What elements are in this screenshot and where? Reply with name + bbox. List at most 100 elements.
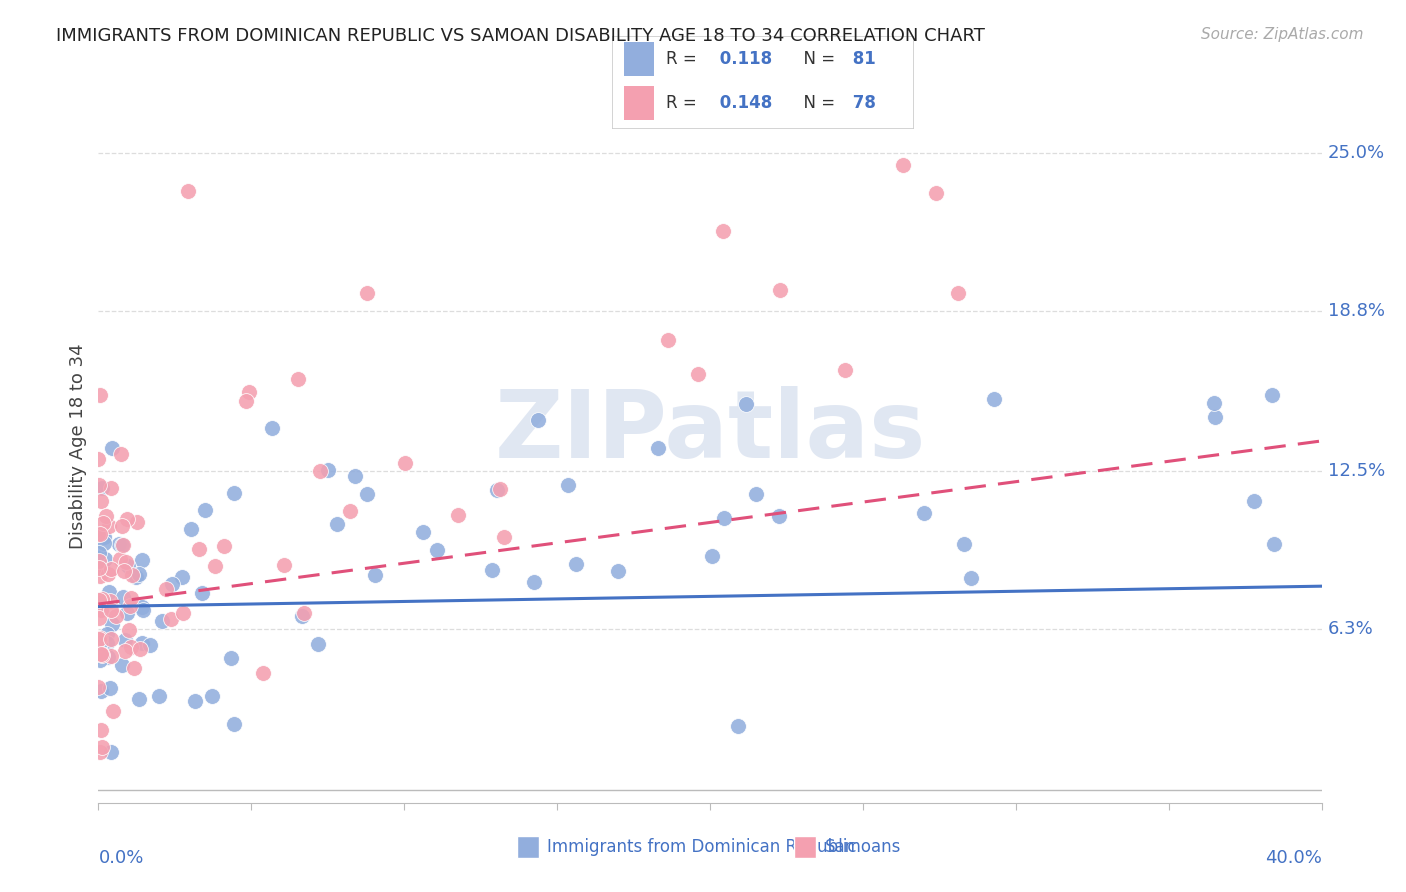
Point: [155, 582, 177, 596]
Point: [191, 585, 214, 599]
Point: [657, 334, 679, 348]
Point: [128, 567, 150, 582]
Point: [96, 627, 118, 641]
Point: [125, 515, 148, 529]
Point: [90, 494, 112, 508]
Point: [112, 590, 135, 604]
Point: [112, 564, 135, 578]
Point: [90, 603, 112, 617]
Point: [184, 694, 207, 708]
Point: [87, 550, 110, 565]
Text: N =: N =: [793, 50, 835, 68]
Point: [172, 606, 194, 620]
Point: [447, 508, 470, 522]
Point: [117, 559, 139, 574]
Point: [87, 526, 110, 541]
Point: [114, 633, 136, 648]
Point: [356, 286, 378, 301]
Point: [89, 569, 111, 583]
Point: [90, 648, 112, 663]
Point: [103, 705, 125, 719]
Point: [90, 684, 112, 698]
Point: [89, 653, 111, 667]
Point: [120, 599, 142, 614]
Point: [1204, 409, 1226, 424]
Point: [160, 612, 183, 626]
Text: 6.3%: 6.3%: [1327, 621, 1374, 639]
Point: [287, 372, 309, 386]
Point: [527, 413, 550, 427]
Text: 25.0%: 25.0%: [1327, 144, 1385, 162]
Point: [745, 487, 768, 501]
Point: [118, 624, 141, 638]
Point: [172, 570, 194, 584]
Point: [117, 607, 139, 621]
Point: [308, 464, 330, 478]
Point: [194, 502, 217, 516]
Point: [93, 535, 115, 549]
Point: [160, 577, 183, 591]
Point: [1263, 536, 1285, 550]
Point: [647, 442, 669, 456]
Point: [87, 611, 110, 625]
Point: [94, 508, 117, 523]
Point: [89, 745, 111, 759]
Text: 81: 81: [848, 50, 876, 68]
Point: [111, 519, 134, 533]
Point: [486, 483, 509, 497]
Point: [946, 286, 969, 301]
Point: [108, 552, 131, 566]
Point: [177, 184, 200, 198]
Point: [734, 397, 756, 411]
Point: [983, 392, 1005, 406]
Point: [91, 481, 114, 495]
Point: [98, 519, 121, 533]
Text: 0.148: 0.148: [714, 95, 773, 112]
Point: [111, 538, 134, 552]
Point: [952, 537, 974, 551]
Point: [238, 384, 260, 399]
Point: [891, 158, 914, 172]
Point: [700, 549, 723, 564]
Point: [148, 689, 170, 703]
Point: [187, 541, 209, 556]
Point: [111, 657, 134, 672]
Point: [222, 716, 245, 731]
Point: [115, 555, 138, 569]
Point: [98, 681, 121, 696]
Point: [93, 529, 115, 543]
Point: [834, 362, 856, 376]
Point: [87, 478, 110, 492]
Point: [925, 186, 948, 200]
Point: [89, 632, 111, 646]
Point: [326, 517, 349, 532]
Point: [91, 561, 114, 575]
Point: [339, 504, 361, 518]
Point: [87, 451, 110, 466]
Point: [128, 642, 150, 657]
Point: [105, 609, 128, 624]
FancyBboxPatch shape: [624, 42, 654, 76]
Point: [89, 388, 111, 402]
Point: [204, 559, 226, 574]
Text: R =: R =: [666, 50, 697, 68]
Text: ZIPatlas: ZIPatlas: [495, 385, 925, 478]
Text: Samoans: Samoans: [825, 838, 901, 856]
Point: [252, 666, 274, 681]
Point: [108, 536, 131, 550]
Point: [89, 554, 111, 568]
Point: [221, 651, 243, 665]
Point: [481, 563, 503, 577]
Point: [769, 283, 792, 297]
Point: [1261, 388, 1284, 402]
FancyBboxPatch shape: [517, 837, 538, 858]
Point: [97, 567, 120, 582]
Point: [100, 562, 122, 576]
Point: [90, 648, 112, 662]
Point: [124, 570, 146, 584]
Point: [98, 594, 121, 608]
Text: N =: N =: [793, 95, 835, 112]
Point: [100, 602, 122, 616]
Point: [94, 551, 117, 566]
Point: [97, 585, 120, 599]
